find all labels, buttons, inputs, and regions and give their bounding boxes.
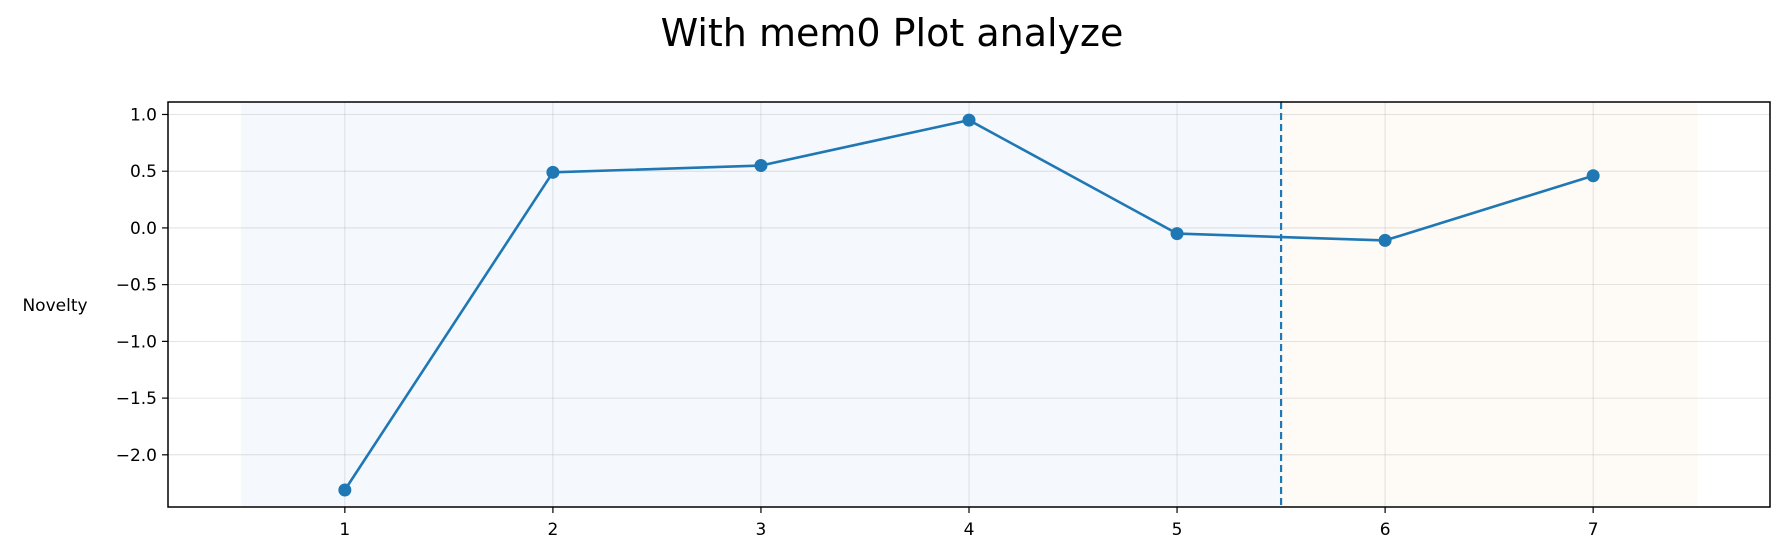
data-point — [754, 159, 768, 173]
data-point — [1170, 227, 1184, 241]
y-tick-label: −0.5 — [116, 276, 157, 296]
data-point — [1378, 233, 1392, 247]
x-tick-label: 5 — [1172, 520, 1183, 540]
x-axis-ticks: 1 2 3 4 5 6 7 — [339, 507, 1599, 540]
x-tick-label: 6 — [1380, 520, 1391, 540]
x-tick-label: 1 — [339, 520, 350, 540]
data-point — [962, 113, 976, 127]
data-point — [1586, 169, 1600, 183]
y-tick-label: 0.0 — [130, 219, 157, 239]
y-axis-ticks: 1.0 0.5 0.0 −0.5 −1.0 −1.5 −2.0 — [116, 105, 168, 466]
y-tick-label: 1.0 — [130, 105, 157, 125]
data-point — [338, 483, 352, 497]
y-tick-label: 0.5 — [130, 162, 157, 182]
x-tick-label: 7 — [1588, 520, 1599, 540]
chart-title: With mem0 Plot analyze — [661, 11, 1124, 55]
shaded-region-2 — [1281, 102, 1698, 507]
y-tick-label: −1.5 — [116, 389, 157, 409]
data-points — [338, 113, 1600, 497]
y-tick-label: −1.0 — [116, 332, 157, 352]
x-tick-label: 4 — [964, 520, 975, 540]
x-tick-label: 3 — [756, 520, 767, 540]
y-axis-label: Novelty — [22, 296, 87, 316]
x-tick-label: 2 — [547, 520, 558, 540]
data-point — [546, 165, 560, 179]
y-tick-label: −2.0 — [116, 446, 157, 466]
